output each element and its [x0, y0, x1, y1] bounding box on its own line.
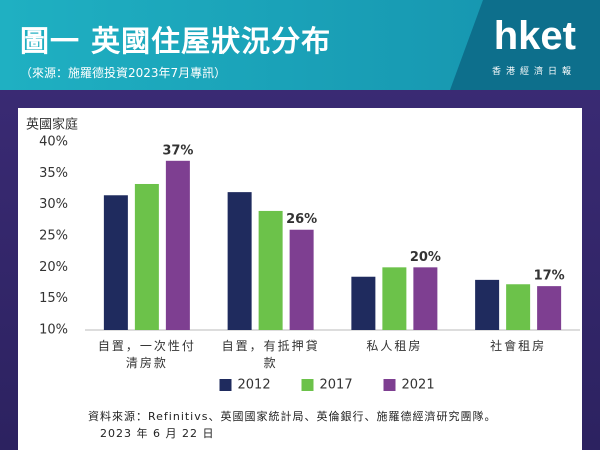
- legend-label: 2012: [238, 378, 271, 393]
- value-label: 17%: [534, 269, 565, 284]
- value-label: 37%: [162, 143, 193, 158]
- header: 圖一 英國住屋狀況分布 （來源：施羅德投資2023年7月專訊） hket 香港經…: [0, 0, 600, 90]
- legend-swatch: [219, 379, 232, 391]
- source-note: 2023 年 6 月 22 日: [100, 427, 215, 440]
- y-tick-label: 15%: [39, 291, 68, 306]
- subtitle: （來源：施羅德投資2023年7月專訊）: [20, 66, 227, 80]
- y-tick-label: 35%: [39, 166, 68, 181]
- value-label: 26%: [286, 212, 317, 227]
- bar: [227, 192, 252, 330]
- bar: [475, 279, 500, 330]
- bar: [165, 160, 190, 330]
- bar: [351, 276, 376, 330]
- value-label: 20%: [410, 250, 441, 265]
- legend-swatch: [383, 379, 396, 391]
- x-tick-label: 自置，有抵押貸款: [221, 339, 320, 370]
- y-tick-label: 20%: [39, 260, 68, 275]
- logo-subtitle: 香港經濟日報: [491, 67, 576, 77]
- x-tick-label: 自置，一次性付清房款: [97, 339, 196, 370]
- legend-label: 2017: [320, 378, 353, 393]
- x-tick-label: 私人租房: [366, 339, 423, 353]
- bar: [289, 229, 314, 330]
- y-tick-label: 10%: [39, 323, 68, 338]
- legend-label: 2021: [402, 378, 435, 393]
- bar: [506, 284, 531, 330]
- chart: 英國家庭 10% 15% 20% 25% 30% 35% 40% 37% 26% 20% 17% 20…: [26, 117, 580, 393]
- bar: [537, 286, 562, 330]
- x-tick-label: 社會租房: [490, 339, 547, 353]
- legend-swatch: [301, 379, 314, 391]
- bar: [258, 210, 283, 330]
- y-tick-label: 25%: [39, 229, 68, 244]
- chart-panel: 英國家庭 10% 15% 20% 25% 30% 35% 40% 37% 26% 20% 17% 20…: [18, 108, 582, 450]
- title: 圖一 英國住屋狀況分布: [20, 24, 332, 58]
- bar: [134, 183, 159, 330]
- bar: [413, 267, 438, 330]
- y-tick-label: 40%: [39, 135, 68, 150]
- logo: hket: [493, 14, 576, 58]
- source-note: 資料來源：Refinitivs、英國國家統計局、英倫銀行、施羅德經濟研究團隊。: [88, 410, 497, 423]
- bar: [103, 195, 128, 330]
- y-axis-title: 英國家庭: [26, 117, 78, 133]
- y-tick-label: 30%: [39, 197, 68, 212]
- bar: [382, 267, 407, 330]
